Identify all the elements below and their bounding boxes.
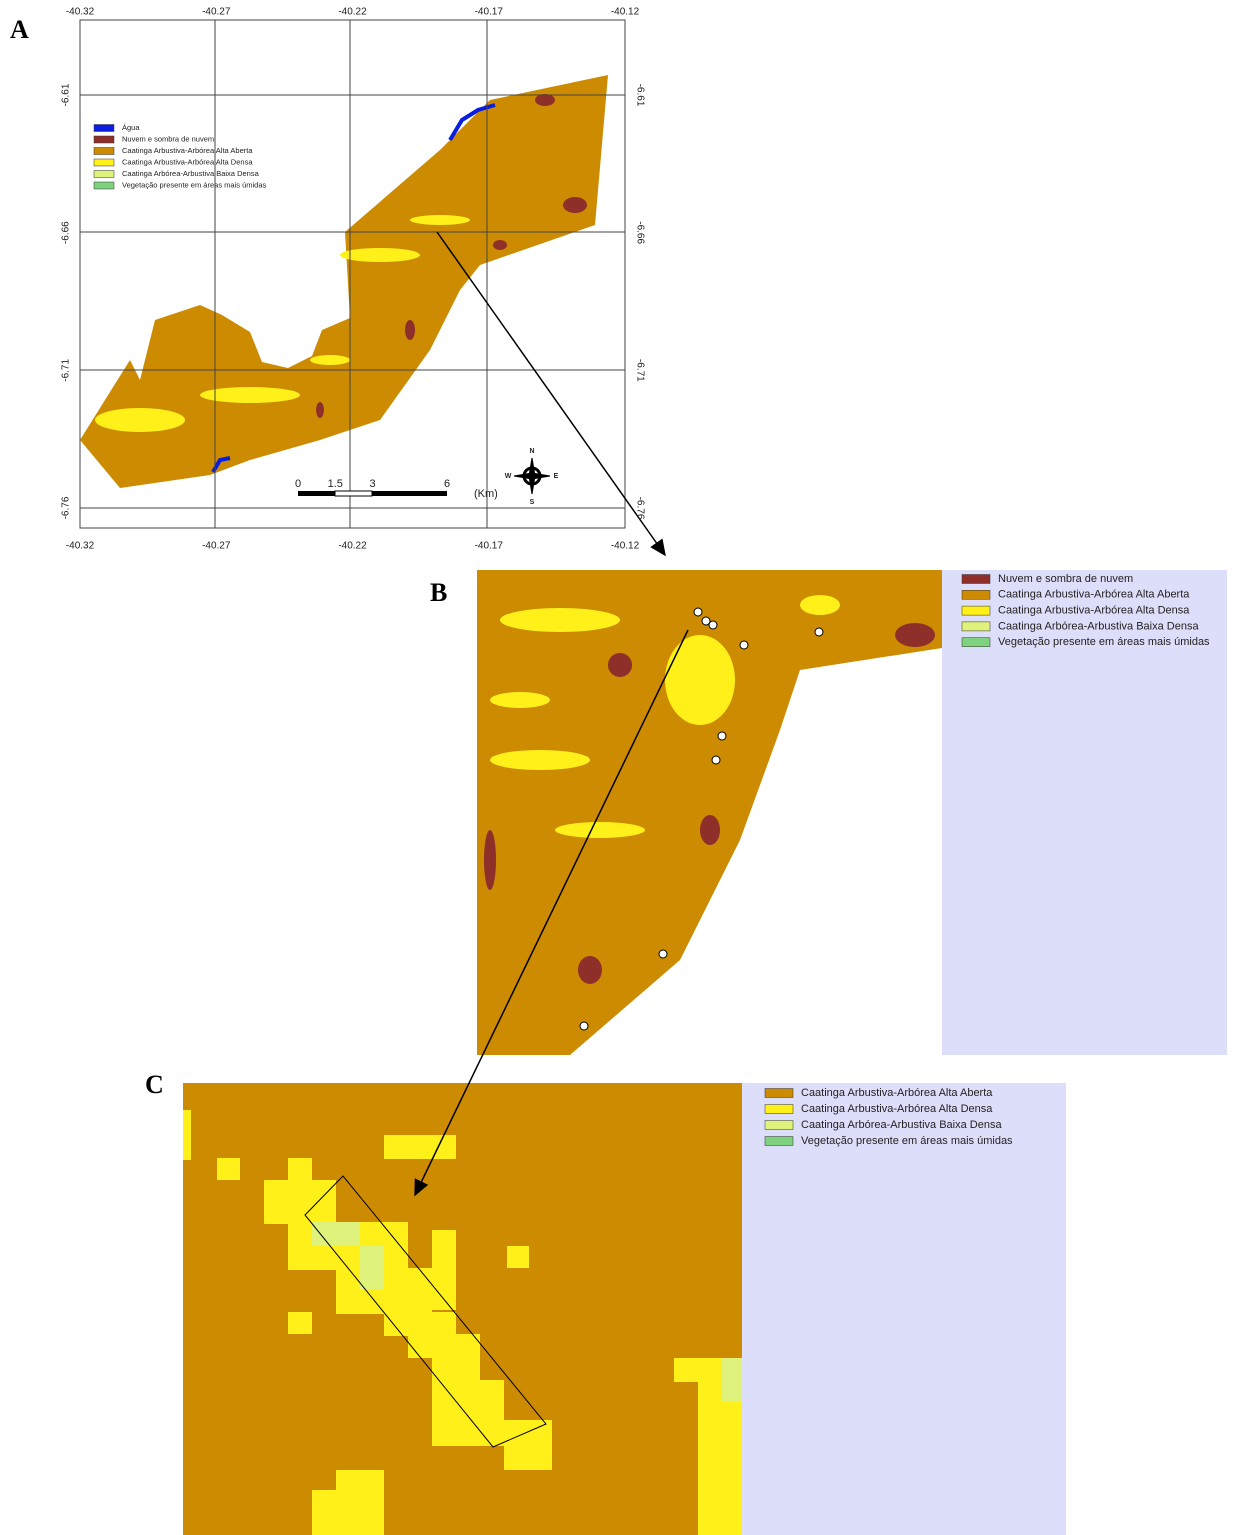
legend-swatch bbox=[93, 135, 115, 144]
x-tick-label: -40.17 bbox=[475, 7, 504, 18]
legend-label: Caatinga Arbustiva-Arbórea Alta Aberta bbox=[801, 1087, 993, 1099]
legend-swatch bbox=[764, 1136, 794, 1146]
compass-e: E bbox=[554, 473, 559, 480]
legend-b-bg bbox=[942, 570, 1227, 1055]
x-tick-label: -40.12 bbox=[611, 7, 640, 18]
scale-bar bbox=[298, 490, 447, 497]
scale-tick-label: 3 bbox=[369, 478, 375, 490]
x-tick-label: -40.22 bbox=[338, 541, 367, 552]
y-tick-label: -6.76 bbox=[61, 496, 72, 519]
y-tick-label: -6.76 bbox=[634, 497, 645, 520]
legend-label: Caatinga Arbórea-Arbustiva Baixa Densa bbox=[801, 1119, 1002, 1131]
legend-label: Caatinga Arbórea-Arbustiva Baixa Densa bbox=[998, 620, 1199, 632]
cloud-patches bbox=[316, 94, 587, 418]
transect bbox=[304, 1175, 547, 1448]
legend-c-bg bbox=[742, 1083, 1066, 1535]
legend-label: Vegetação presente em áreas mais úmidas bbox=[801, 1135, 1013, 1147]
x-tick-label: -40.27 bbox=[202, 7, 231, 18]
legend-label: Caatinga Arbustiva-Arbórea Alta Densa bbox=[801, 1103, 993, 1115]
legend-swatch bbox=[764, 1120, 794, 1130]
panel-label: A bbox=[10, 15, 29, 44]
study-area-b bbox=[477, 570, 942, 1055]
study-area bbox=[80, 75, 608, 488]
y-tick-label: -6.66 bbox=[61, 221, 72, 244]
y-tick-label: -6.66 bbox=[634, 221, 645, 244]
legend-swatch bbox=[764, 1104, 794, 1114]
legend-swatch bbox=[961, 621, 991, 632]
legend-swatch bbox=[93, 181, 115, 190]
legend-swatch bbox=[93, 147, 115, 155]
legend-swatch bbox=[93, 170, 115, 178]
arrow bbox=[436, 231, 666, 557]
legend-label: Vegetação presente em áreas mais úmidas bbox=[122, 180, 266, 189]
x-tick-label: -40.12 bbox=[611, 541, 640, 552]
y-tick-label: -6.61 bbox=[634, 84, 645, 107]
legend-label: Nuvem e sombra de nuvem bbox=[998, 573, 1133, 585]
x-tick-label: -40.32 bbox=[66, 541, 95, 552]
compass bbox=[513, 457, 551, 495]
x-tick-label: -40.17 bbox=[475, 541, 504, 552]
y-tick-label: -6.61 bbox=[61, 83, 72, 106]
x-tick-label: -40.32 bbox=[66, 7, 95, 18]
legend-label: Água bbox=[122, 123, 140, 132]
scale-unit: (Km) bbox=[474, 488, 498, 500]
x-tick-label: -40.22 bbox=[338, 7, 367, 18]
legend-label: Nuvem e sombra de nuvem bbox=[122, 134, 214, 143]
legend-label: Vegetação presente em áreas mais úmidas bbox=[998, 636, 1210, 648]
y-tick-label: -6.71 bbox=[634, 359, 645, 382]
legend-swatch bbox=[93, 158, 115, 167]
scale-tick-label: 6 bbox=[444, 478, 450, 490]
arrow bbox=[414, 629, 689, 1197]
legend-label: Caatinga Arbustiva-Arbórea Alta Densa bbox=[122, 157, 253, 166]
map-c-frame bbox=[183, 1083, 742, 1535]
legend-swatch bbox=[961, 590, 991, 600]
legend-swatch bbox=[961, 605, 991, 616]
legend-label: Caatinga Arbórea-Arbustiva Baixa Densa bbox=[122, 169, 260, 178]
scale-tick-label: 0 bbox=[295, 478, 301, 490]
compass-n: N bbox=[529, 448, 534, 455]
dense-pixels bbox=[183, 1110, 742, 1535]
legend-label: Caatinga Arbustiva-Arbórea Alta Aberta bbox=[998, 589, 1190, 601]
y-tick-label: -6.71 bbox=[61, 359, 72, 382]
legend-label: Caatinga Arbustiva-Arbórea Alta Densa bbox=[998, 605, 1190, 617]
legend-swatch bbox=[961, 637, 991, 647]
compass-w: W bbox=[505, 473, 512, 480]
compass-s: S bbox=[530, 499, 535, 506]
dense-patches-b bbox=[490, 595, 840, 838]
sample-points bbox=[579, 607, 824, 1031]
legend-label: Caatinga Arbustiva-Arbórea Alta Aberta bbox=[122, 146, 253, 155]
x-tick-label: -40.27 bbox=[202, 541, 231, 552]
scale-tick-label: 1.5 bbox=[328, 478, 343, 490]
legend-swatch bbox=[93, 124, 115, 132]
legend-swatch bbox=[764, 1088, 794, 1098]
legend-swatch bbox=[961, 574, 991, 584]
panel-label: C bbox=[145, 1070, 164, 1099]
dense-patches bbox=[95, 215, 470, 432]
cloud-patches-b bbox=[484, 623, 935, 984]
panel-label: B bbox=[430, 578, 447, 607]
